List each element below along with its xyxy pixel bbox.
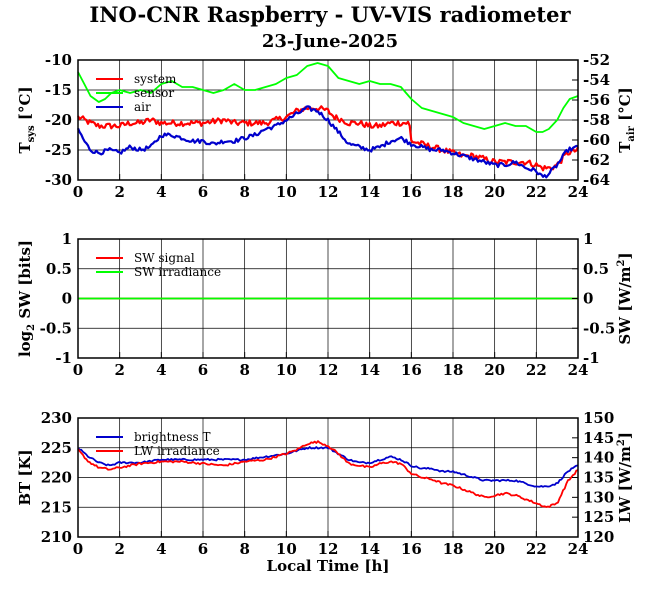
x-tick-label: 12	[318, 361, 339, 379]
series-line-brightness-t	[77, 446, 579, 488]
y2-axis-label: LW [W/m2]	[616, 432, 634, 523]
y2-axis-label: Tair [°C]	[616, 87, 637, 153]
y2-tick-label: -62	[583, 151, 610, 169]
y-tick-label: 0	[62, 290, 72, 308]
y2-tick-label: -0.5	[583, 319, 615, 337]
x-tick-label: 10	[276, 540, 297, 558]
chart-title: INO-CNR Raspberry - UV-VIS radiometer	[89, 2, 571, 27]
y-axis-label: log2 SW [bits]	[16, 240, 37, 357]
x-tick-label: 2	[114, 183, 124, 201]
x-tick-label: 16	[401, 183, 422, 201]
x-tick-label: 8	[239, 361, 249, 379]
y2-tick-label: 1	[583, 230, 593, 248]
y2-tick-label: 125	[583, 508, 614, 526]
y2-tick-label: -60	[583, 131, 610, 149]
y2-tick-label: 140	[583, 449, 614, 467]
x-tick-label: 16	[401, 361, 422, 379]
y-tick-label: -1	[55, 349, 72, 367]
y-tick-label: -15	[45, 81, 72, 99]
x-tick-label: 12	[318, 183, 339, 201]
legend-label: SW irradiance	[134, 265, 221, 279]
x-tick-label: 20	[484, 540, 505, 558]
x-tick-label: 24	[568, 183, 589, 201]
x-axis-label: Local Time [h]	[267, 557, 390, 575]
y2-tick-label: -52	[583, 51, 610, 69]
x-tick-label: 24	[568, 361, 589, 379]
x-tick-label: 0	[73, 540, 83, 558]
y-tick-label: 0.5	[46, 260, 72, 278]
y-tick-label: 230	[41, 409, 72, 427]
x-tick-label: 2	[114, 361, 124, 379]
y2-tick-label: -64	[583, 171, 610, 189]
y-tick-label: -25	[45, 141, 72, 159]
x-tick-label: 16	[401, 540, 422, 558]
y-tick-label: -10	[45, 51, 72, 69]
x-tick-label: 2	[114, 540, 124, 558]
y-tick-label: 215	[41, 498, 72, 516]
x-tick-label: 18	[443, 183, 464, 201]
y-axis-label: Tsys [°C]	[16, 86, 37, 153]
x-tick-label: 18	[443, 361, 464, 379]
x-tick-label: 24	[568, 540, 589, 558]
x-tick-label: 6	[198, 361, 208, 379]
y2-tick-label: -56	[583, 91, 610, 109]
y2-tick-label: 150	[583, 409, 614, 427]
x-tick-label: 22	[526, 183, 547, 201]
x-tick-label: 6	[198, 540, 208, 558]
y2-tick-label: 0.5	[583, 260, 609, 278]
x-tick-label: 14	[359, 183, 380, 201]
legend-label: system	[134, 72, 177, 86]
y2-tick-label: 120	[583, 528, 614, 546]
x-tick-label: 20	[484, 183, 505, 201]
y-axis-label: BT [K]	[16, 449, 34, 505]
x-tick-label: 6	[198, 183, 208, 201]
series-line-system	[77, 105, 579, 172]
x-tick-label: 14	[359, 361, 380, 379]
y2-tick-label: -58	[583, 111, 610, 129]
x-tick-label: 18	[443, 540, 464, 558]
x-tick-label: 4	[156, 540, 166, 558]
x-tick-label: 4	[156, 183, 166, 201]
legend-label: air	[134, 100, 151, 114]
y2-tick-label: -54	[583, 71, 610, 89]
y-tick-label: 225	[41, 439, 72, 457]
legend-label: brightness T	[134, 430, 210, 444]
y2-axis-label: SW [W/m2]	[616, 252, 634, 344]
y-tick-label: -20	[45, 111, 72, 129]
y2-tick-label: 130	[583, 488, 614, 506]
y2-tick-label: 145	[583, 429, 614, 447]
x-tick-label: 8	[239, 540, 249, 558]
y-tick-label: -0.5	[40, 319, 72, 337]
x-tick-label: 14	[359, 540, 380, 558]
chart-date: 23-June-2025	[261, 31, 399, 52]
x-tick-label: 0	[73, 361, 83, 379]
y-tick-label: -30	[45, 171, 72, 189]
y-tick-label: 220	[41, 469, 72, 487]
y2-tick-label: -1	[583, 349, 600, 367]
legend-label: SW signal	[134, 251, 195, 265]
x-tick-label: 8	[239, 183, 249, 201]
x-tick-label: 0	[73, 183, 83, 201]
x-tick-label: 10	[276, 361, 297, 379]
x-tick-label: 22	[526, 361, 547, 379]
legend-label: LW irradiance	[134, 444, 220, 458]
y2-tick-label: 0	[583, 290, 593, 308]
series-line-air	[76, 105, 579, 179]
x-tick-label: 4	[156, 361, 166, 379]
y-tick-label: 210	[41, 528, 72, 546]
x-tick-label: 12	[318, 540, 339, 558]
legend-label: sensor	[134, 86, 174, 100]
y-tick-label: 1	[62, 230, 72, 248]
x-tick-label: 10	[276, 183, 297, 201]
series-line-sensor	[77, 62, 579, 133]
x-tick-label: 22	[526, 540, 547, 558]
y2-tick-label: 135	[583, 469, 614, 487]
series-line-lw-irradiance	[77, 440, 579, 508]
x-tick-label: 20	[484, 361, 505, 379]
